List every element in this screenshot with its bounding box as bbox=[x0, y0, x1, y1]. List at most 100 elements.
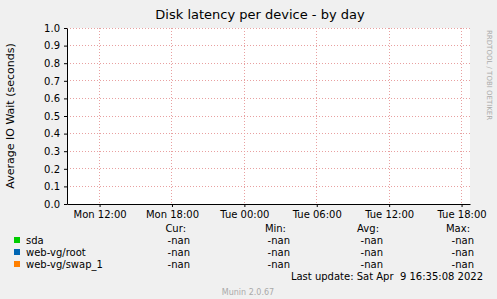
tick-label: 0.6 bbox=[44, 93, 60, 104]
tick-label: 0.7 bbox=[44, 76, 60, 87]
legend-stat: -nan bbox=[361, 247, 383, 258]
legend-header: Max: bbox=[446, 223, 470, 234]
tick-label: 0.5 bbox=[44, 111, 60, 122]
grid-line bbox=[67, 204, 470, 205]
y-axis-title: Average IO Wait (seconds) bbox=[4, 43, 17, 188]
last-update: Last update: Sat Apr 9 16:35:08 2022 bbox=[291, 271, 483, 282]
tick: 0.6 bbox=[44, 93, 67, 104]
grid-line bbox=[67, 98, 470, 99]
axis-line bbox=[68, 204, 471, 205]
tick-label: Tue 12:00 bbox=[364, 209, 414, 220]
axis-line bbox=[67, 29, 68, 205]
grid-line bbox=[316, 28, 317, 204]
tick: Tue 12:00 bbox=[364, 204, 414, 220]
tick-mark bbox=[64, 134, 67, 135]
tick-mark bbox=[462, 204, 463, 207]
title: Disk latency per device - by day bbox=[155, 7, 365, 22]
tick: 0.1 bbox=[44, 181, 67, 192]
tick: Tue 00:00 bbox=[219, 204, 269, 220]
tick-label: 0.1 bbox=[44, 181, 60, 192]
tick-mark bbox=[64, 28, 67, 29]
tick: 0.3 bbox=[44, 146, 67, 157]
legend-stat: -nan bbox=[452, 259, 474, 270]
legend-stat: -nan bbox=[168, 235, 190, 246]
grid-line bbox=[67, 151, 470, 152]
tick: 1.0 bbox=[44, 23, 67, 34]
tick: 0.9 bbox=[44, 40, 67, 51]
grid-line bbox=[67, 80, 470, 81]
grid-line bbox=[67, 116, 470, 117]
tick-mark bbox=[64, 169, 67, 170]
grid-line bbox=[389, 28, 390, 204]
tick: 0.8 bbox=[44, 58, 67, 69]
tick: 0.5 bbox=[44, 111, 67, 122]
legend-stat: -nan bbox=[268, 247, 290, 258]
tick-label: 0.8 bbox=[44, 58, 60, 69]
tick: Tue 18:00 bbox=[437, 204, 487, 220]
legend-stat: -nan bbox=[268, 235, 290, 246]
tick-mark bbox=[64, 186, 67, 187]
legend-label: web-vg/swap_1 bbox=[26, 259, 103, 271]
legend-stat: -nan bbox=[268, 259, 290, 270]
grid-line bbox=[461, 28, 462, 204]
footer: Munin 2.0.67 bbox=[222, 288, 274, 297]
side-text: RRDTOOL / TOBI OETIKER bbox=[485, 30, 493, 120]
tick-label: Tue 00:00 bbox=[219, 209, 269, 220]
tick-mark bbox=[64, 204, 67, 205]
grid-line bbox=[67, 168, 470, 169]
tick: Mon 18:00 bbox=[146, 204, 199, 220]
legend-stat: -nan bbox=[361, 259, 383, 270]
tick-label: Tue 06:00 bbox=[292, 209, 342, 220]
grid-line bbox=[67, 45, 470, 46]
tick-mark bbox=[64, 151, 67, 152]
grid-line bbox=[67, 133, 470, 134]
grid-line bbox=[244, 28, 245, 204]
tick-mark bbox=[64, 116, 67, 117]
legend-header: Min: bbox=[265, 223, 286, 234]
tick-label: Mon 18:00 bbox=[146, 209, 199, 220]
grid-line bbox=[67, 28, 470, 29]
tick-mark bbox=[64, 81, 67, 82]
plot-area bbox=[67, 28, 470, 204]
tick-mark bbox=[244, 204, 245, 207]
chart: 0.0 0.1 0.2 0.3 0.4 0.5 0.6 0.7 0.8 0.9 1.0 Mon 12:… bbox=[0, 0, 497, 299]
legend-stat: -nan bbox=[452, 247, 474, 258]
legend-header: Avg: bbox=[357, 223, 379, 234]
legend-header: Cur: bbox=[165, 223, 186, 234]
grid-line bbox=[67, 186, 470, 187]
legend-stat: -nan bbox=[452, 235, 474, 246]
tick-mark bbox=[100, 204, 101, 207]
tick: 0.0 bbox=[44, 199, 67, 210]
tick-label: 0.9 bbox=[44, 40, 60, 51]
legend-stat: -nan bbox=[361, 235, 383, 246]
tick-label: Tue 18:00 bbox=[437, 209, 487, 220]
legend-stat: -nan bbox=[168, 247, 190, 258]
tick: 0.4 bbox=[44, 128, 67, 139]
grid-line bbox=[67, 63, 470, 64]
grid-line bbox=[99, 28, 100, 204]
legend-label: web-vg/root bbox=[26, 247, 86, 258]
x-axis: Mon 12:00 Mon 18:00 Tue 00:00 Tue 06:00 Tue … bbox=[68, 204, 487, 220]
tick-label: Mon 12:00 bbox=[74, 209, 127, 220]
grid bbox=[67, 28, 470, 204]
tick-mark bbox=[64, 63, 67, 64]
tick-mark bbox=[172, 204, 173, 207]
tick: 0.2 bbox=[44, 164, 67, 175]
tick-label: 0.4 bbox=[44, 128, 60, 139]
tick-label: 0.2 bbox=[44, 164, 60, 175]
legend: Cur:Min:Avg:Max:sda-nan-nan-nan-nanweb-v… bbox=[14, 223, 474, 271]
legend-swatch bbox=[14, 249, 20, 255]
legend-stat: -nan bbox=[168, 259, 190, 270]
tick-mark bbox=[64, 98, 67, 99]
tick-label: 0.3 bbox=[44, 146, 60, 157]
grid-line bbox=[171, 28, 172, 204]
background bbox=[0, 0, 497, 299]
tick-mark bbox=[317, 204, 318, 207]
legend-swatch bbox=[14, 261, 20, 267]
legend-swatch bbox=[14, 237, 20, 243]
tick-mark bbox=[389, 204, 390, 207]
tick-label: 0.0 bbox=[44, 199, 60, 210]
tick: Tue 06:00 bbox=[292, 204, 342, 220]
tick-label: 1.0 bbox=[44, 23, 60, 34]
y-axis: 0.0 0.1 0.2 0.3 0.4 0.5 0.6 0.7 0.8 0.9 1.0 bbox=[44, 23, 67, 210]
